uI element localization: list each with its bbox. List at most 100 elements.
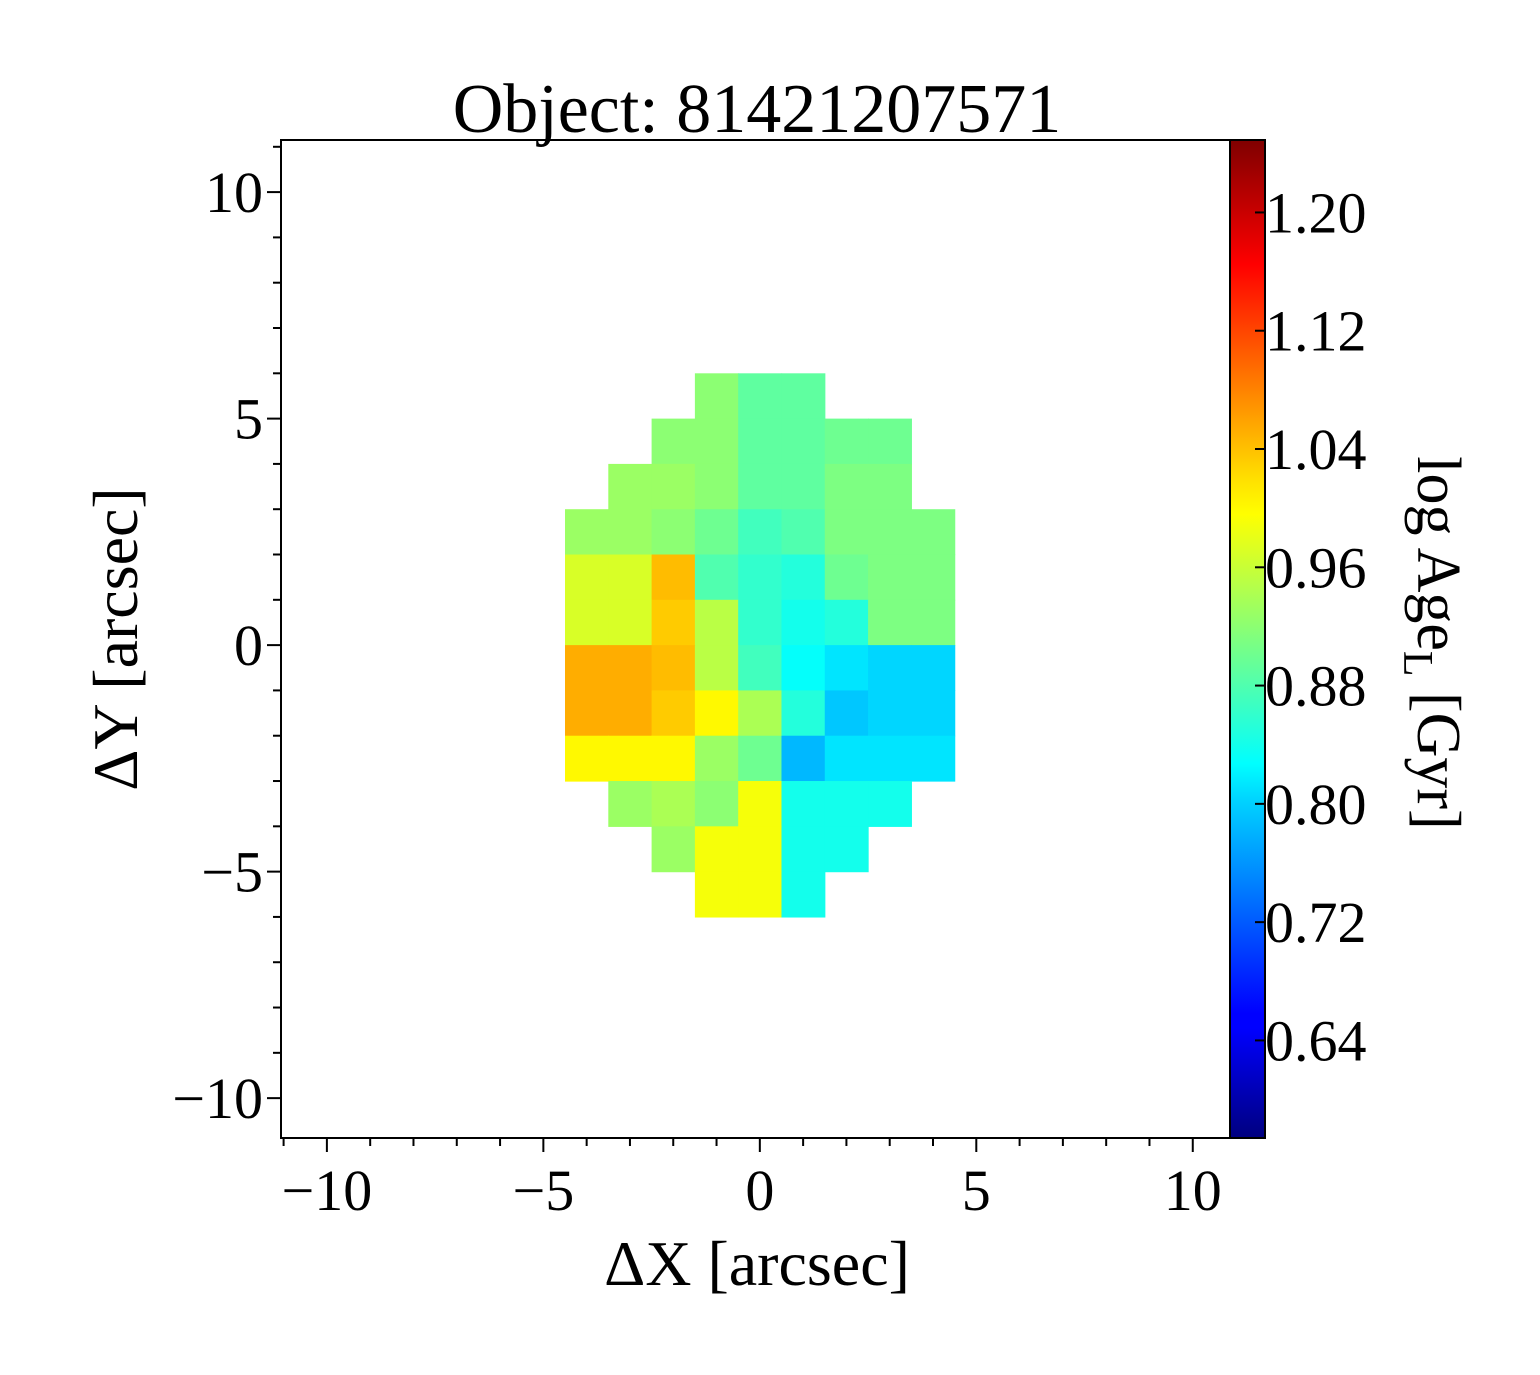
heatmap-cell <box>868 645 912 692</box>
x-tick-label: 0 <box>745 1158 774 1223</box>
heatmap-cell <box>824 735 869 782</box>
heatmap-cell <box>694 509 739 556</box>
x-tick-label: 5 <box>962 1158 991 1223</box>
heatmap-cell <box>694 599 739 646</box>
y-tick-label: 10 <box>205 160 263 225</box>
heatmap-cell <box>781 418 826 465</box>
heatmap-cell <box>608 781 653 827</box>
colorbar-tick-label: 1.20 <box>1265 180 1367 245</box>
heatmap-cell <box>824 599 869 646</box>
heatmap-cell <box>824 463 869 510</box>
x-tick-label: −10 <box>282 1158 373 1223</box>
heatmap-cell <box>868 781 912 827</box>
x-tick-label: 10 <box>1164 1158 1222 1223</box>
heatmap-cell <box>781 463 826 510</box>
heatmap-cell <box>781 554 826 601</box>
colorbar-tick-label: 0.96 <box>1265 535 1367 600</box>
heatmap-cell <box>781 373 826 420</box>
colorbar-label-main: log Age <box>1404 456 1472 651</box>
heatmap-cell <box>911 645 956 692</box>
heatmap-cell <box>868 418 912 465</box>
x-axis-label: ΔX [arcsec] <box>604 1228 910 1299</box>
x-tick-label: −5 <box>513 1158 575 1223</box>
colorbar-tick-label: 0.64 <box>1265 1008 1367 1073</box>
heatmap-cell <box>651 418 696 465</box>
heatmap-cell <box>738 871 783 918</box>
heatmap-cell <box>781 690 826 737</box>
heatmap-cell <box>781 599 826 646</box>
heatmap-cell <box>608 645 653 692</box>
heatmap-cell <box>824 509 869 556</box>
heatmap-cell <box>824 826 869 873</box>
colorbar <box>1229 139 1266 1139</box>
colorbar-label-sub: L <box>1394 651 1440 677</box>
heatmap-cell <box>824 690 869 737</box>
heatmap-cell <box>608 690 653 737</box>
colorbar-label-unit: [Gyr] <box>1404 677 1472 830</box>
heatmap-cell <box>651 645 696 692</box>
heatmap-cell <box>608 599 653 646</box>
heatmap-cell <box>565 509 609 556</box>
heatmap-cell <box>565 599 609 646</box>
heatmap-cell <box>694 871 739 918</box>
heatmap-cell <box>565 690 609 737</box>
colorbar-label: log AgeL [Gyr] <box>1394 456 1472 829</box>
y-tick-label: −5 <box>201 840 263 905</box>
y-tick-label: 5 <box>234 387 263 452</box>
heatmap-cell <box>738 599 783 646</box>
heatmap-cell <box>738 554 783 601</box>
heatmap-cell <box>651 690 696 737</box>
heatmap-cell <box>565 735 609 782</box>
heatmap-cell <box>781 645 826 692</box>
heatmap-cell <box>868 599 912 646</box>
heatmap-cell <box>824 554 869 601</box>
heatmap-cell <box>868 690 912 737</box>
heatmap-cell <box>738 826 783 873</box>
y-tick-label: 0 <box>234 613 263 678</box>
chart-title: Object: 81421207571 <box>453 71 1062 148</box>
heatmap-cell <box>868 735 912 782</box>
heatmap-cell <box>824 781 869 827</box>
heatmap-cell <box>738 735 783 782</box>
heatmap-cell <box>694 826 739 873</box>
heatmap-cell <box>824 645 869 692</box>
heatmap-cell <box>781 735 826 782</box>
colorbar-tick-label: 1.12 <box>1265 299 1367 364</box>
heatmap-cell <box>565 554 609 601</box>
heatmap-cells <box>565 373 956 918</box>
heatmap-cell <box>694 735 739 782</box>
heatmap-cell <box>651 463 696 510</box>
heatmap-cell <box>781 871 826 918</box>
heatmap-cell <box>694 418 739 465</box>
heatmap-cell <box>781 826 826 873</box>
heatmap-cell <box>781 509 826 556</box>
heatmap-cell <box>868 509 912 556</box>
heatmap-cell <box>738 781 783 827</box>
heatmap-cell <box>911 554 956 601</box>
heatmap-cell <box>694 373 739 420</box>
heatmap-cell <box>738 690 783 737</box>
heatmap-cell <box>608 554 653 601</box>
heatmap-cell <box>608 463 653 510</box>
y-tick-label: −10 <box>172 1066 263 1131</box>
heatmap-cell <box>911 690 956 737</box>
heatmap-cell <box>738 463 783 510</box>
colorbar-tick-label: 0.80 <box>1265 772 1367 837</box>
heatmap-cell <box>738 645 783 692</box>
heatmap-cell <box>694 690 739 737</box>
heatmap-cell <box>651 554 696 601</box>
heatmap-cell <box>608 509 653 556</box>
heatmap-cell <box>868 554 912 601</box>
heatmap-cell <box>608 735 653 782</box>
heatmap-cell <box>651 826 696 873</box>
heatmap-cell <box>651 781 696 827</box>
heatmap-cell <box>694 781 739 827</box>
colorbar-tick-label: 0.72 <box>1265 890 1367 955</box>
heatmap-cell <box>911 735 956 782</box>
heatmap-cell <box>651 735 696 782</box>
heatmap-cell <box>781 781 826 827</box>
heatmap-cell <box>694 463 739 510</box>
y-axis-label: ΔY [arcsec] <box>80 487 151 790</box>
heatmap-cell <box>738 418 783 465</box>
